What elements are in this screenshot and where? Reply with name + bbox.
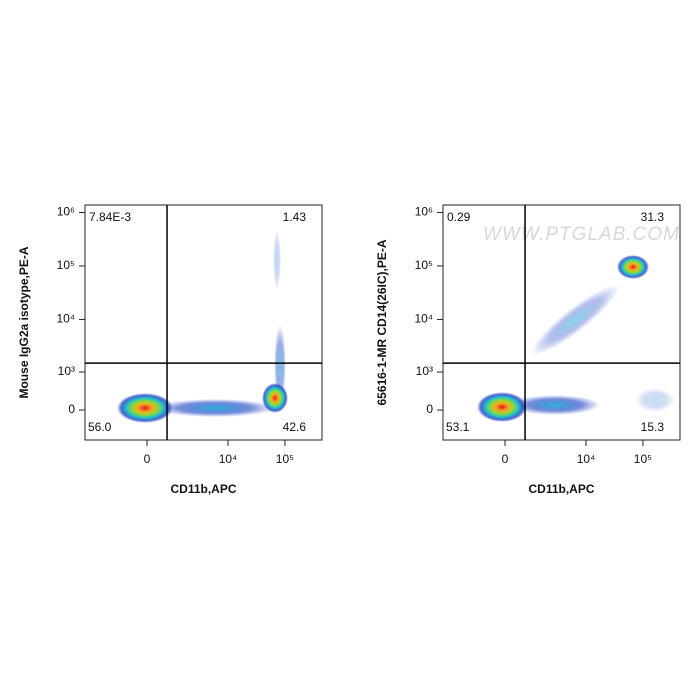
x-axis-label: CD11b,APC [170,482,236,496]
quadrant-percent: 0.29 [447,210,471,224]
y-tick-label: 0 [426,402,433,416]
y-tick-label: 10³ [416,364,433,378]
y-tick-label: 10⁵ [57,258,75,272]
x-tick-label: 0 [144,452,151,466]
x-tick-label: 10⁴ [577,452,596,466]
quadrant-percent: 56.0 [88,420,112,434]
quadrant-percent: 42.6 [283,420,307,434]
x-tick-label: 10⁴ [219,452,238,466]
y-tick-label: 10⁴ [56,312,75,326]
x-axis-label: CD11b,APC [528,482,594,496]
event-density [117,230,288,423]
x-tick-label: 0 [502,452,509,466]
y-tick-label: 10³ [58,364,75,378]
y-tick-label: 0 [68,402,75,416]
y-tick-label: 10⁴ [414,312,433,326]
event-density [477,255,675,422]
x-tick-label: 10⁵ [276,452,294,466]
y-tick-label: 10⁵ [415,258,433,272]
y-tick-label: 10⁶ [415,205,433,219]
quadrant-percent: 7.84E-3 [89,210,131,224]
plot-frame [442,204,681,441]
quadrant-percent: 31.3 [641,210,665,224]
y-tick-label: 10⁶ [57,205,75,219]
y-axis-label: 65616-1-MR CD14(26IC),PE-A [375,239,389,405]
quadrant-percent: 15.3 [641,420,665,434]
y-axis-label: Mouse IgG2a isotype,PE-A [17,246,31,398]
quadrant-percent: 1.43 [283,210,307,224]
quadrant-percent: 53.1 [446,420,470,434]
watermark: WWW.PTGLAB.COM [483,224,680,245]
plot-frame [84,204,323,441]
x-tick-label: 10⁵ [634,452,652,466]
